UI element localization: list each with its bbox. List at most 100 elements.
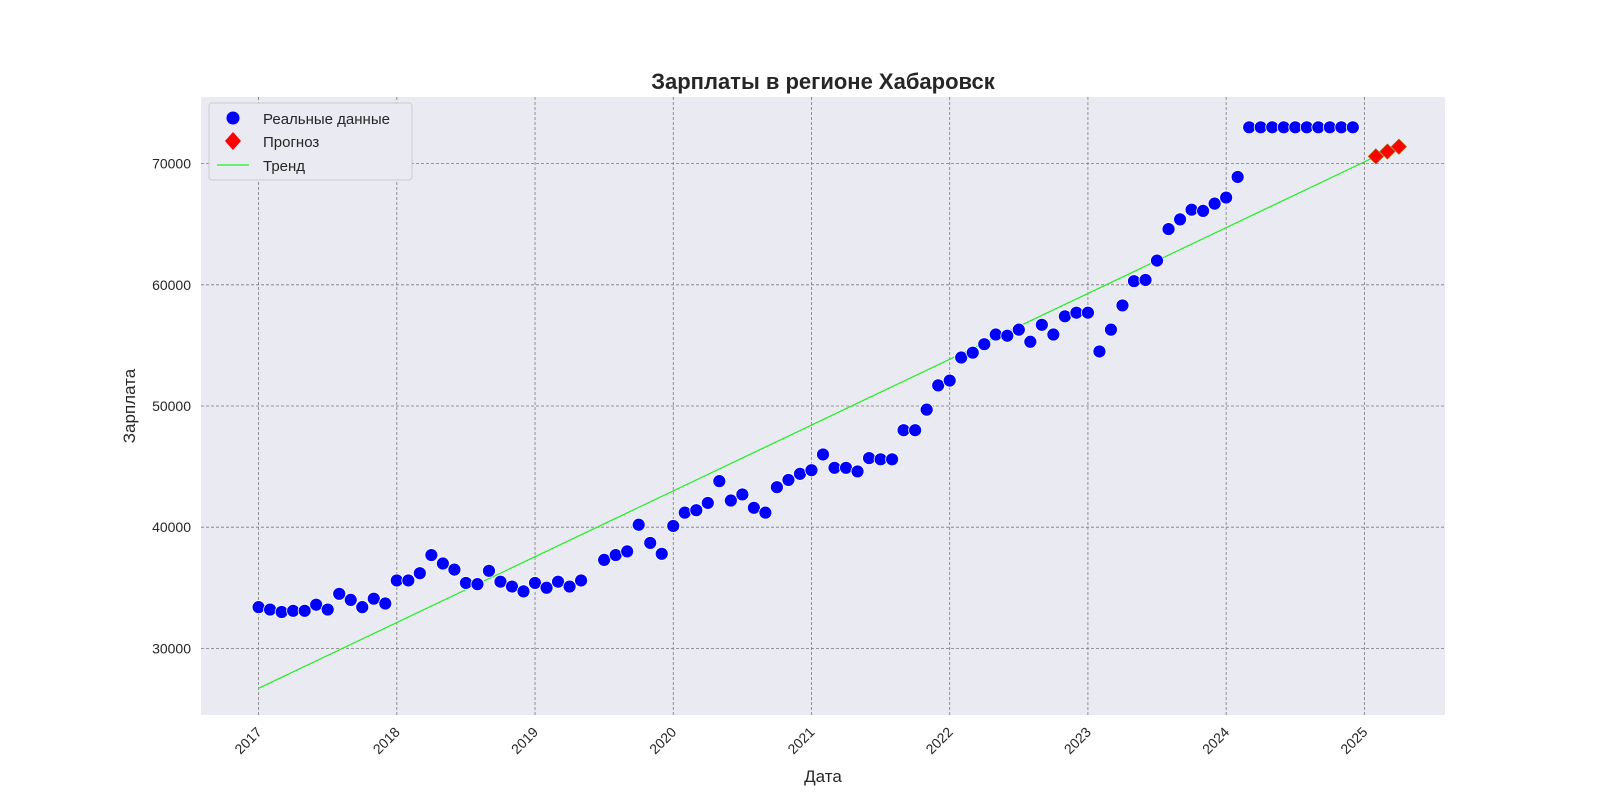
actual-point (873, 452, 888, 467)
actual-point (1265, 120, 1280, 135)
actual-point (378, 596, 393, 611)
actual-point (793, 466, 807, 481)
actual-point (620, 544, 635, 559)
actual-point (516, 584, 531, 599)
actual-point (1230, 170, 1245, 184)
legend-label-forecast: Прогноз (263, 134, 319, 151)
legend: Реальные данные Прогноз Тренд (208, 102, 413, 181)
actual-point (366, 591, 381, 606)
actual-point (885, 452, 900, 467)
actual-point (1023, 334, 1038, 349)
actual-point (608, 548, 623, 562)
actual-point (1219, 190, 1234, 205)
actual-point (562, 579, 577, 594)
actual-point (389, 573, 404, 588)
actual-point (1115, 298, 1130, 313)
actual-point (447, 562, 462, 577)
actual-point (424, 548, 439, 562)
actual-point (1069, 305, 1084, 320)
actual-point (412, 566, 427, 581)
actual-point (539, 580, 554, 595)
actual-point (758, 505, 773, 520)
actual-point (286, 603, 301, 618)
actual-point (332, 586, 347, 601)
actual-point (482, 563, 496, 578)
actual-point (804, 463, 819, 478)
actual-point (1322, 120, 1337, 135)
y-tick-label: 60000 (152, 277, 191, 293)
legend-label-actual: Реальные данные (263, 111, 390, 128)
actual-point (470, 577, 485, 592)
actual-point (493, 574, 508, 589)
actual-point (343, 592, 358, 607)
actual-point (505, 579, 519, 594)
x-tick-label: 2023 (1061, 724, 1094, 757)
actual-point (942, 373, 957, 388)
actual-point (919, 402, 934, 417)
actual-point (770, 480, 784, 495)
actual-point (597, 552, 612, 567)
actual-point (677, 505, 692, 520)
actual-point (850, 464, 865, 479)
forecast-point (1390, 138, 1407, 155)
actual-point (839, 460, 853, 475)
actual-point (320, 602, 335, 617)
actual-point (1173, 212, 1187, 227)
actual-point (1081, 305, 1095, 320)
x-tick-label: 2018 (370, 724, 403, 757)
legend-marker-forecast (225, 132, 241, 150)
trend-line (258, 155, 1377, 689)
actual-point (274, 605, 289, 619)
x-tick-label: 2017 (231, 724, 264, 757)
actual-point (666, 519, 681, 533)
actual-point (631, 517, 646, 532)
actual-point (1057, 309, 1072, 324)
actual-point (862, 451, 876, 466)
x-axis: 2017 2018 2019 2020 2021 2022 2023 2024 2025 (231, 724, 1370, 757)
actual-point (746, 500, 761, 515)
actual-point (1092, 344, 1107, 359)
legend-marker-actual (226, 111, 240, 125)
actual-point (896, 423, 911, 438)
legend-label-trend: Тренд (263, 158, 305, 175)
actual-point (263, 602, 278, 617)
x-tick-label: 2020 (646, 724, 679, 757)
actual-point (551, 574, 565, 589)
y-tick-label: 50000 (152, 398, 191, 414)
actual-point (1253, 120, 1268, 135)
grid (201, 97, 1445, 715)
x-tick-label: 2021 (784, 724, 817, 757)
actual-point (401, 573, 416, 588)
actual-point (1242, 120, 1257, 135)
actual-point (1311, 120, 1326, 135)
actual-point (574, 573, 589, 588)
actual-point (723, 493, 738, 508)
actual-point (781, 473, 796, 487)
y-tick-label: 70000 (152, 156, 191, 172)
x-tick-label: 2024 (1199, 724, 1232, 757)
chart-title: Зарплаты в регионе Хабаровск (651, 69, 996, 94)
actual-point (931, 378, 946, 393)
x-tick-label: 2022 (922, 724, 955, 757)
actual-point (459, 576, 473, 590)
actual-point (1184, 202, 1199, 217)
actual-point (1334, 120, 1349, 135)
actual-point (435, 556, 450, 571)
actual-point (1207, 196, 1222, 211)
actual-point (1276, 120, 1291, 135)
actual-point (309, 597, 324, 612)
actual-point (1138, 273, 1153, 287)
actual-point (654, 546, 669, 561)
y-axis-label: Зарплата (120, 368, 139, 443)
forecast-point (1367, 148, 1384, 165)
forecast-point (1379, 143, 1396, 160)
actual-point (1127, 274, 1141, 289)
actual-point (712, 474, 727, 489)
actual-point (908, 423, 923, 438)
actual-point (689, 503, 704, 518)
actual-point (816, 447, 830, 462)
actual-point (1000, 328, 1015, 343)
x-axis-label: Дата (804, 767, 842, 786)
